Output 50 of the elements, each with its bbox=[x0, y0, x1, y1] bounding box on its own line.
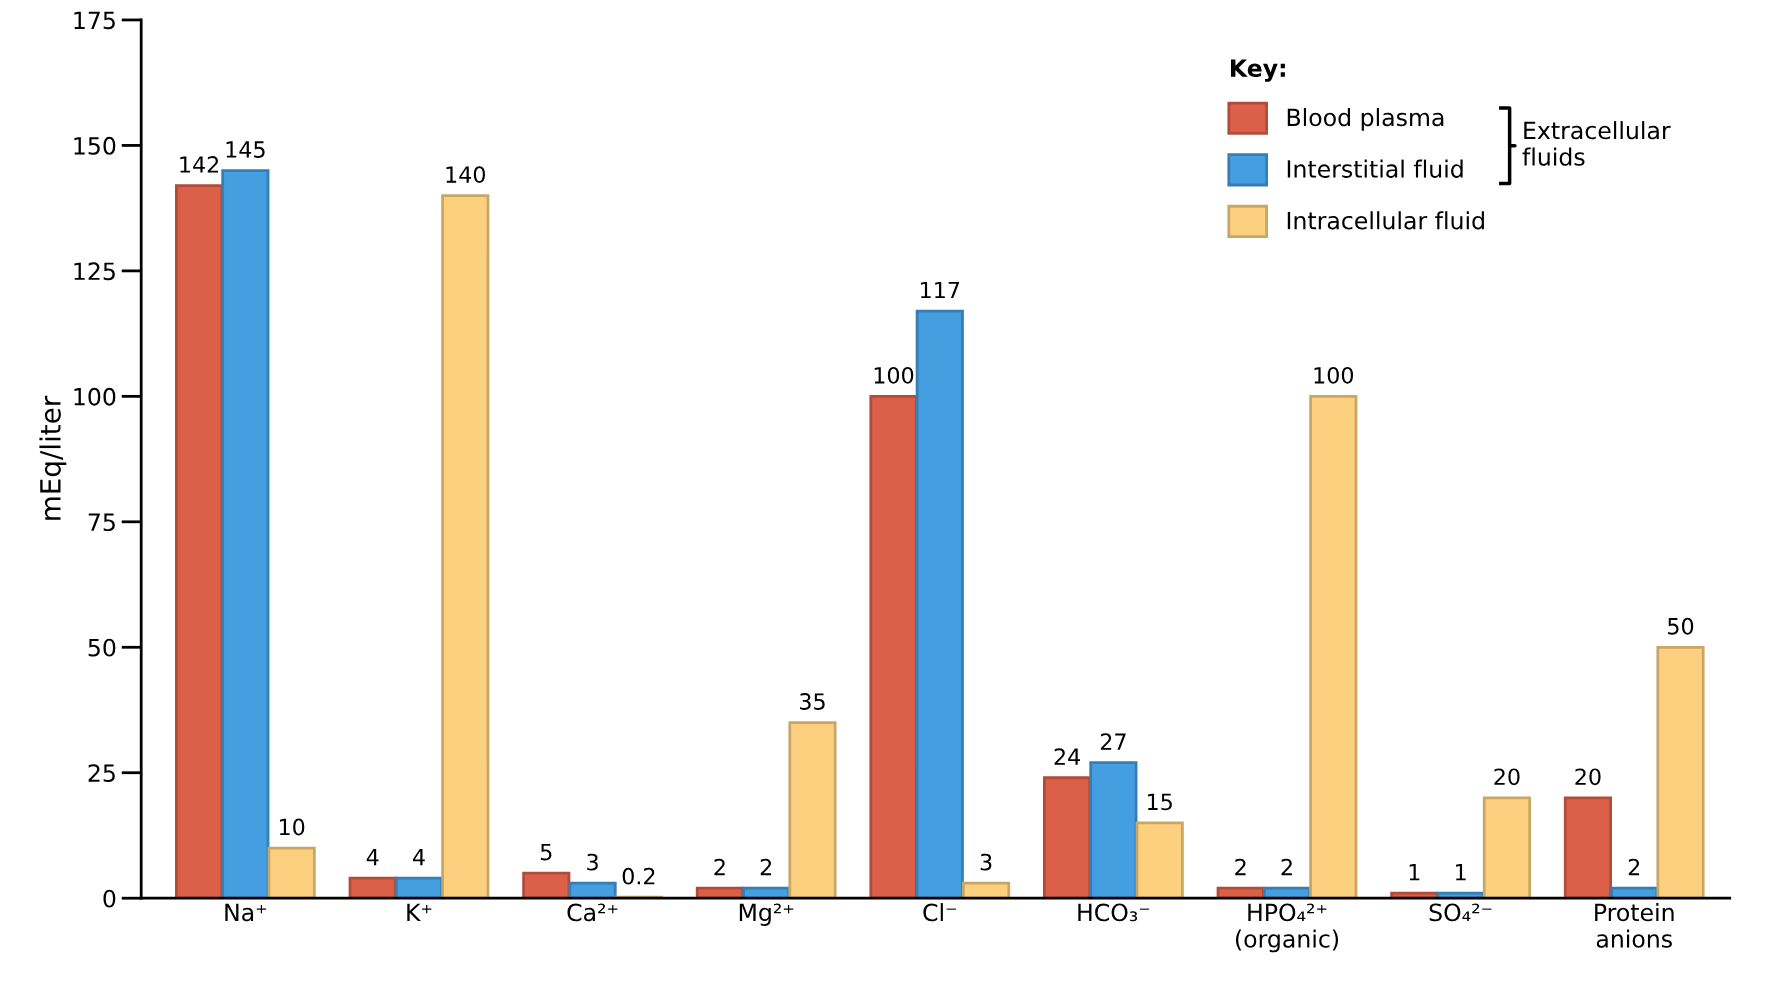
data-label: 24 bbox=[1054, 748, 1080, 765]
data-label: 27 bbox=[1100, 733, 1126, 750]
data-label: 4 bbox=[366, 848, 379, 866]
data-label: 2 bbox=[1628, 858, 1640, 876]
data-label: 100 bbox=[874, 366, 914, 384]
x-tick-label: SO₄²⁻ bbox=[1429, 903, 1492, 922]
y-tick-label: 75 bbox=[88, 513, 115, 532]
y-tick-label: 125 bbox=[74, 262, 115, 281]
y-axis-title: mEq/liter bbox=[39, 395, 67, 520]
data-label: 3 bbox=[587, 853, 598, 871]
data-label: 100 bbox=[1314, 366, 1354, 384]
y-tick-label: 100 bbox=[74, 387, 116, 406]
data-label: 35 bbox=[800, 693, 825, 710]
data-label: 10 bbox=[279, 818, 305, 836]
data-label: 117 bbox=[921, 281, 960, 299]
data-label: 2 bbox=[714, 858, 725, 876]
legend-label: Blood plasma bbox=[1287, 108, 1444, 131]
x-tick-label: Mg²⁺ bbox=[739, 903, 794, 926]
legend-label: Interstitial fluid bbox=[1287, 159, 1463, 178]
data-label: 2 bbox=[1235, 858, 1246, 876]
annotation: Extracellular fluids bbox=[1522, 121, 1671, 166]
data-label: 20 bbox=[1575, 768, 1601, 786]
x-tick-label: Protein anions bbox=[1595, 903, 1674, 948]
data-label: 20 bbox=[1494, 768, 1520, 786]
y-tick-label: 25 bbox=[88, 764, 115, 783]
data-label: 142 bbox=[180, 156, 219, 173]
x-tick-label: HCO₃⁻ bbox=[1078, 903, 1150, 922]
x-tick-label: Ca²⁺ bbox=[567, 903, 618, 922]
data-label: 1 bbox=[1455, 864, 1466, 881]
data-label: 1 bbox=[1409, 864, 1420, 881]
legend-title: Key: bbox=[1230, 59, 1285, 82]
data-label: 4 bbox=[412, 848, 425, 866]
y-tick-label: 0 bbox=[103, 889, 116, 908]
data-label: 0.2 bbox=[622, 867, 655, 885]
data-label: 2 bbox=[760, 858, 772, 876]
x-tick-label: Cl⁻ bbox=[923, 903, 956, 922]
y-tick-label: 50 bbox=[88, 638, 116, 657]
y-tick-label: 175 bbox=[74, 11, 115, 30]
data-label: 15 bbox=[1147, 793, 1172, 811]
x-tick-label: HPO₄²⁺ (organic) bbox=[1235, 903, 1339, 953]
data-label: 50 bbox=[1668, 617, 1694, 635]
legend-label: Intracellular fluid bbox=[1287, 211, 1484, 230]
data-label: 5 bbox=[540, 843, 552, 861]
x-tick-label: K⁺ bbox=[407, 903, 432, 921]
x-tick-label: Na⁺ bbox=[225, 903, 267, 922]
y-tick-label: 150 bbox=[74, 136, 116, 155]
data-label: 3 bbox=[980, 853, 992, 871]
data-label: 140 bbox=[446, 166, 485, 183]
data-label: 145 bbox=[226, 141, 265, 158]
data-label: 2 bbox=[1281, 858, 1292, 876]
